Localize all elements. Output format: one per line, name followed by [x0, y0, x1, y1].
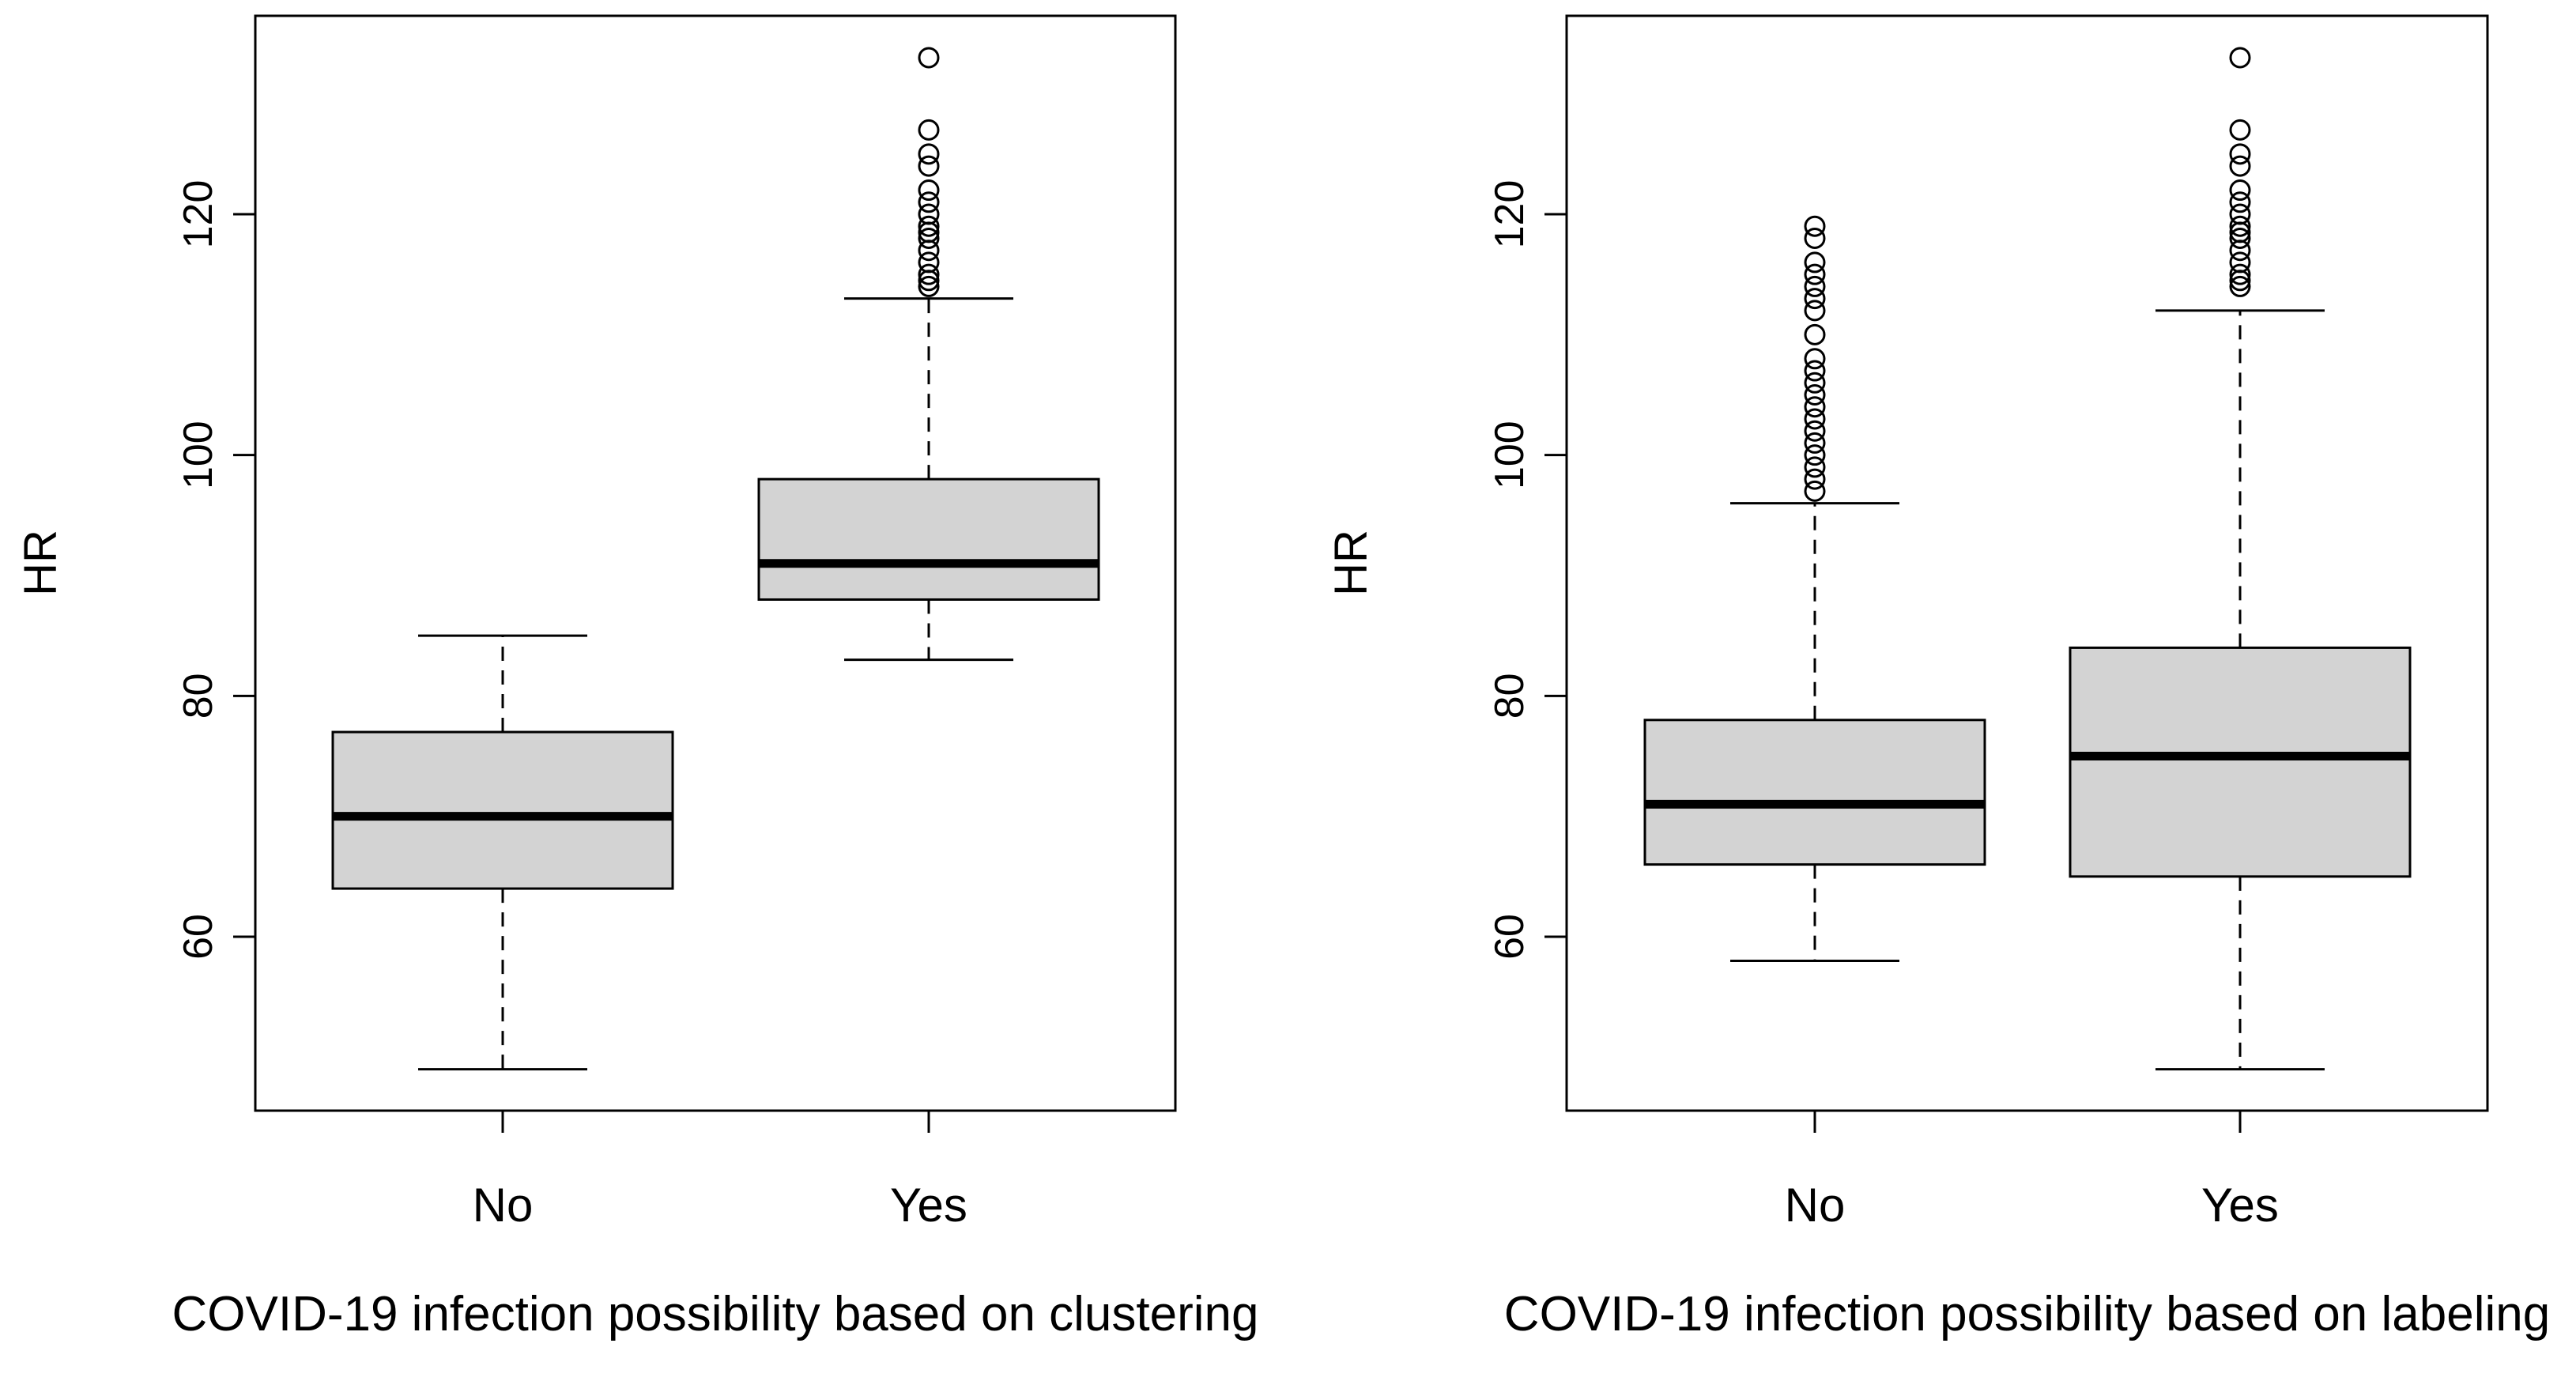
- plot-frame: [254, 14, 1177, 1112]
- outlier-point: [1804, 480, 1826, 502]
- x-tick-label: No: [1785, 1179, 1846, 1232]
- outlier-point: [1804, 360, 1826, 382]
- y-axis-title: HR: [14, 530, 66, 596]
- y-tick-label: 100: [175, 421, 221, 489]
- outlier-point: [2229, 227, 2251, 249]
- outlier-point: [1804, 227, 1826, 249]
- x-tick-label: Yes: [2201, 1179, 2279, 1232]
- box-body: [331, 730, 674, 890]
- outlier-point: [1804, 215, 1826, 237]
- y-tick-label: 120: [175, 180, 221, 249]
- outlier-point: [1804, 456, 1826, 478]
- outlier-point: [918, 143, 940, 165]
- outlier-point: [1804, 300, 1826, 322]
- outlier-point: [1804, 372, 1826, 394]
- outlier-point: [1804, 420, 1826, 442]
- outlier-point: [918, 275, 940, 297]
- outlier-point: [1804, 323, 1826, 345]
- outlier-point: [918, 155, 940, 177]
- outlier-point: [1804, 408, 1826, 430]
- outlier-point: [918, 251, 940, 274]
- box-no: [331, 634, 674, 1071]
- outlier-point: [1804, 348, 1826, 370]
- outlier-point: [918, 179, 940, 202]
- outlier-point: [918, 119, 940, 141]
- outlier-point: [1804, 384, 1826, 406]
- box-yes: [2069, 47, 2412, 1071]
- y-tick-label: 120: [1487, 180, 1533, 249]
- plot-frame: [1565, 14, 2489, 1112]
- outlier-point: [1804, 468, 1826, 490]
- outlier-point: [918, 227, 940, 249]
- outlier-point: [1804, 263, 1826, 285]
- box-body: [2069, 646, 2412, 878]
- outlier-point: [2229, 143, 2251, 165]
- outlier-point: [2229, 119, 2251, 141]
- outlier-point: [1804, 251, 1826, 274]
- outlier-point: [2229, 251, 2251, 274]
- y-tick-label: 100: [1487, 421, 1533, 489]
- chart-panel-2: 60 80 100 120 HR No Yes COVID-19 infection poss…: [1325, 14, 2550, 1341]
- y-tick-label: 80: [1487, 673, 1533, 719]
- box-yes: [757, 47, 1100, 662]
- outlier-point: [2229, 203, 2251, 225]
- outlier-point: [2229, 155, 2251, 177]
- outlier-point: [2229, 275, 2251, 297]
- outlier-point: [2229, 263, 2251, 285]
- outlier-point: [2229, 179, 2251, 202]
- box-body: [757, 477, 1100, 601]
- outlier-point: [1804, 432, 1826, 454]
- chart-panel-1: 60 80 100 120 HR No Yes COVID-19 infection poss…: [14, 14, 1259, 1341]
- y-tick-label: 60: [175, 914, 221, 960]
- outlier-point: [1804, 275, 1826, 297]
- y-axis-title: HR: [1325, 530, 1376, 596]
- outlier-point: [1804, 288, 1826, 310]
- outlier-point: [918, 263, 940, 285]
- outlier-point: [918, 215, 940, 237]
- outlier-point: [918, 47, 940, 69]
- x-axis-title: COVID-19 infection possibility based on …: [1504, 1287, 2550, 1341]
- x-tick-label: No: [473, 1179, 534, 1232]
- x-tick-label: Yes: [890, 1179, 967, 1232]
- outlier-point: [2229, 47, 2251, 69]
- outlier-point: [918, 191, 940, 213]
- outlier-point: [1804, 444, 1826, 466]
- outlier-point: [1804, 396, 1826, 418]
- y-tick-label: 60: [1487, 914, 1533, 960]
- outlier-point: [2229, 215, 2251, 237]
- x-axis-title: COVID-19 infection possibility based on …: [172, 1287, 1258, 1341]
- outlier-point: [2229, 191, 2251, 213]
- box-no: [1643, 215, 1986, 962]
- box-body: [1643, 719, 1986, 866]
- y-tick-label: 80: [175, 673, 221, 719]
- outlier-point: [918, 203, 940, 225]
